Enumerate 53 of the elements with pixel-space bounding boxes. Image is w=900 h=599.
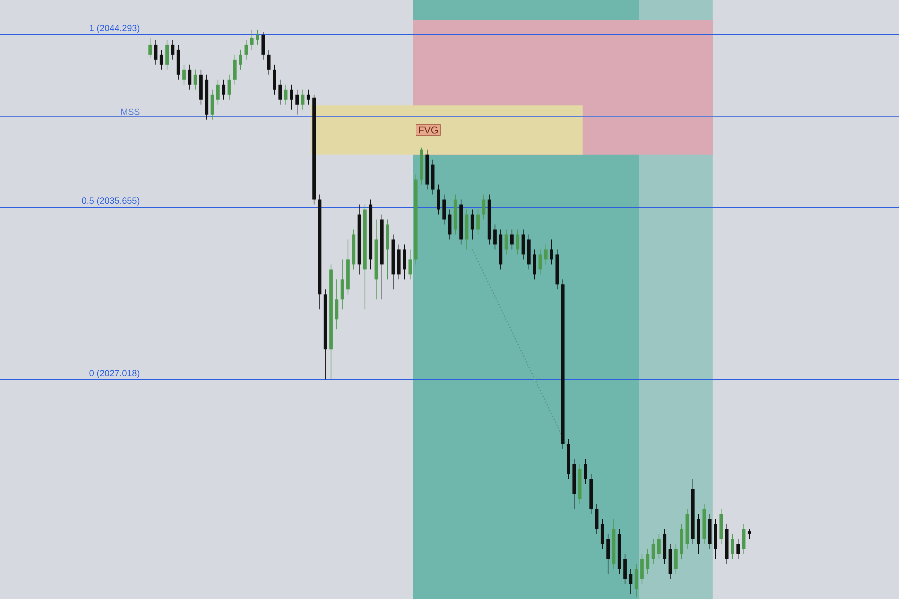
candlestick (403, 244, 406, 280)
candlestick (634, 564, 638, 598)
candlestick (267, 49, 271, 76)
candlestick (748, 528, 752, 540)
candlestick (629, 568, 633, 595)
candlestick (437, 184, 440, 215)
ref-line-label: 0.5 (2035.655) (82, 197, 140, 206)
candlestick (188, 64, 192, 90)
band-label: FVG (419, 126, 438, 134)
candlestick (510, 229, 514, 250)
candlestick (606, 534, 610, 575)
ref-line-label: 0 (2027.018) (90, 370, 140, 378)
candlestick (646, 548, 650, 575)
candlestick (335, 279, 339, 330)
candlestick (262, 31, 266, 60)
candlestick (408, 249, 412, 280)
candlestick (731, 534, 734, 560)
candlestick (296, 89, 300, 116)
candlestick (239, 49, 242, 70)
candlestick (658, 534, 661, 560)
candlestick (482, 194, 486, 220)
candlestick (160, 49, 164, 70)
candlestick (250, 29, 254, 50)
candlestick (216, 79, 220, 106)
candlestick (233, 54, 237, 86)
candlestick (273, 64, 276, 96)
candlestick (584, 458, 588, 485)
candlestick (652, 538, 656, 565)
candlestick (624, 554, 627, 585)
candlestick (278, 79, 282, 106)
candlestick (533, 249, 537, 280)
candlestick (340, 259, 344, 310)
candlestick (600, 518, 604, 550)
candlestick (544, 244, 548, 265)
candlestick (182, 64, 186, 86)
candlestick (476, 209, 480, 235)
candlestick (640, 554, 644, 585)
candlestick (736, 538, 740, 560)
candlestick (470, 209, 474, 240)
candlestick (306, 89, 310, 106)
candlestick (550, 239, 554, 265)
candlestick (674, 544, 678, 575)
candlestick (290, 84, 294, 110)
ref-line-label: MSS (121, 108, 140, 116)
candlestick (222, 79, 226, 100)
candlestick (148, 37, 152, 58)
ref-line-label: 1 (2044.293) (90, 24, 140, 34)
candlestick (166, 39, 169, 70)
candlestick (516, 229, 520, 255)
candlestick (494, 224, 497, 250)
candlestick (194, 69, 198, 90)
candlestick (442, 194, 446, 225)
candlestick (256, 29, 260, 46)
